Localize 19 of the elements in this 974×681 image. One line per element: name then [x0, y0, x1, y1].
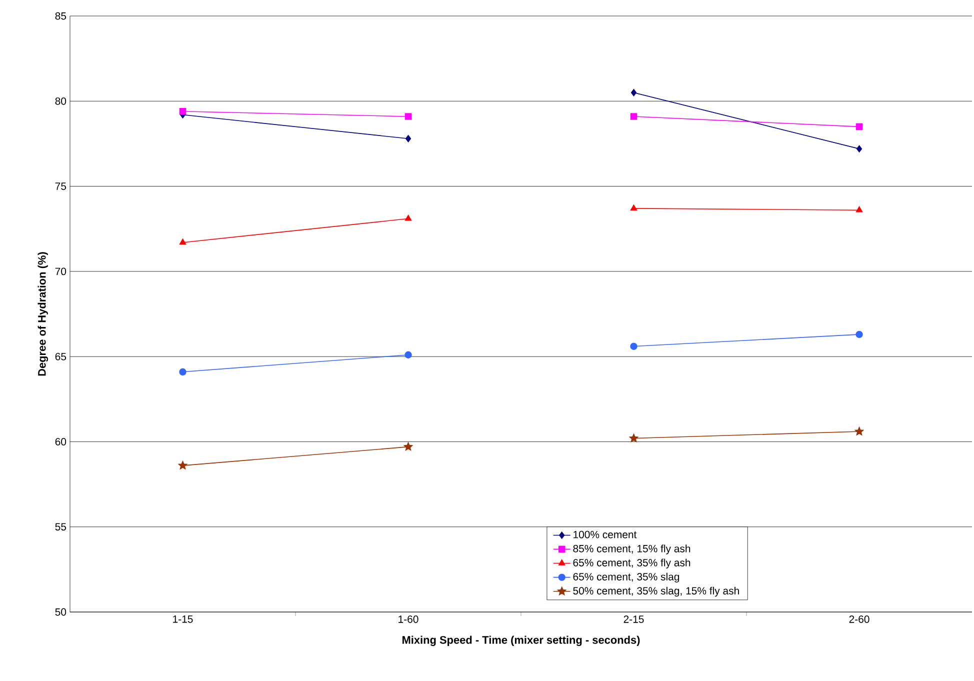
legend-label: 85% cement, 15% fly ash [573, 544, 690, 554]
y-tick-label: 75 [55, 182, 66, 190]
x-axis-title: Mixing Speed - Time (mixer setting - seconds) [402, 636, 640, 646]
y-tick-label: 55 [55, 523, 66, 531]
legend-label: 65% cement, 35% fly ash [573, 558, 690, 568]
x-tick-label: 2-15 [624, 616, 644, 623]
y-tick-label: 80 [55, 97, 66, 105]
x-tick-label: 1-15 [173, 616, 193, 623]
x-tick-label: 2-60 [849, 616, 870, 623]
y-tick-label: 85 [55, 12, 66, 20]
legend-label: 100% cement [574, 530, 637, 538]
y-tick-label: 70 [55, 268, 66, 276]
legend-label: 65% cement, 35% slag [573, 572, 680, 583]
y-axis-title: Degree of Hydration (%) [38, 252, 48, 376]
x-tick-label: 1-60 [398, 616, 418, 623]
legend-label: 50% cement, 35% slag, 15% fly ash [573, 586, 739, 597]
y-tick-label: 65 [55, 352, 66, 360]
y-tick-label: 50 [55, 608, 66, 616]
y-tick-label: 60 [55, 438, 66, 446]
